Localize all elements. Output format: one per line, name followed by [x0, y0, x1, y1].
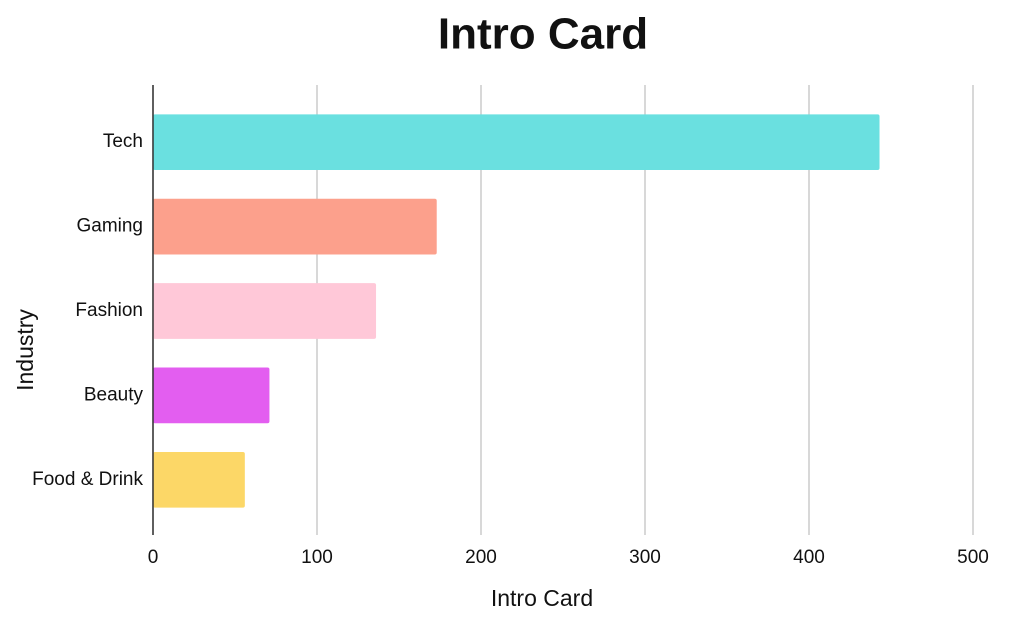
x-tick-label: 300: [629, 547, 661, 568]
chart-title: Intro Card: [438, 10, 648, 59]
x-tick-label: 500: [957, 547, 989, 568]
y-tick-label: Beauty: [84, 384, 144, 405]
x-tick-label: 0: [148, 547, 159, 568]
bar: [153, 283, 377, 339]
y-tick-label: Tech: [103, 131, 143, 152]
x-tick-label: 400: [793, 547, 825, 568]
y-axis-label: Industry: [12, 309, 38, 391]
bar: [153, 198, 437, 255]
bar: [153, 367, 270, 424]
bar: [153, 451, 245, 508]
y-tick-label: Gaming: [76, 216, 143, 237]
x-axis-label: Intro Card: [491, 585, 593, 611]
y-tick-label: Food & Drink: [32, 469, 143, 490]
x-tick-label: 100: [301, 547, 333, 568]
bar: [153, 114, 880, 171]
y-tick-label: Fashion: [75, 300, 143, 321]
x-tick-label: 200: [465, 547, 497, 568]
